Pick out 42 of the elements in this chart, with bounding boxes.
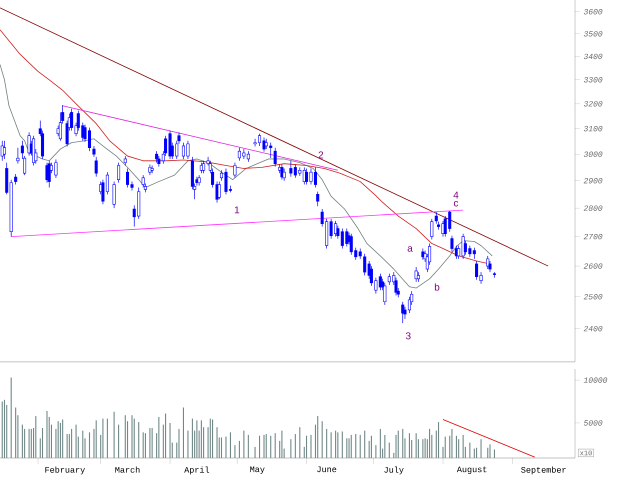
annotation: 2 xyxy=(318,151,324,158)
candlestick xyxy=(363,253,366,276)
candlestick xyxy=(233,162,236,178)
candlestick xyxy=(155,150,158,163)
x-tick-label: March xyxy=(115,466,140,473)
x-tick-label: July xyxy=(384,466,404,474)
candlestick xyxy=(401,301,404,324)
x-tick-label: May xyxy=(250,466,265,474)
candlestick xyxy=(316,191,320,207)
candlestick xyxy=(492,272,496,278)
candlestick xyxy=(126,168,130,188)
annotation: b xyxy=(434,283,440,291)
candlestick xyxy=(186,140,190,160)
candlestick xyxy=(282,168,286,182)
candlestick xyxy=(274,147,277,167)
x-tick-label: June xyxy=(317,466,336,472)
candlestick xyxy=(472,247,476,260)
candlestick xyxy=(112,181,116,209)
annotation: 1 xyxy=(234,206,240,214)
x-tick-label: September xyxy=(521,466,566,474)
candlestick xyxy=(224,168,228,195)
candlestick xyxy=(304,168,308,185)
candlestick xyxy=(124,156,127,166)
annotation: 3 xyxy=(406,332,411,340)
candlestick xyxy=(246,150,250,162)
candlestick xyxy=(202,160,206,174)
annotation: a xyxy=(408,246,413,252)
candlestick xyxy=(414,266,418,282)
candlestick xyxy=(430,218,434,240)
x-tick-label: February xyxy=(45,466,85,474)
candlestick xyxy=(218,181,221,200)
x-tick-label: April xyxy=(184,466,210,474)
candlestick xyxy=(475,260,478,280)
x-tick-label: August xyxy=(456,466,486,474)
candlestick xyxy=(383,282,386,306)
candlestick xyxy=(117,162,120,183)
candlestick xyxy=(309,168,313,185)
candlestick xyxy=(486,256,490,270)
annotation: 4 xyxy=(453,192,458,198)
annotation: c xyxy=(454,201,458,206)
candlestick xyxy=(314,167,318,188)
candlestick xyxy=(450,235,454,252)
